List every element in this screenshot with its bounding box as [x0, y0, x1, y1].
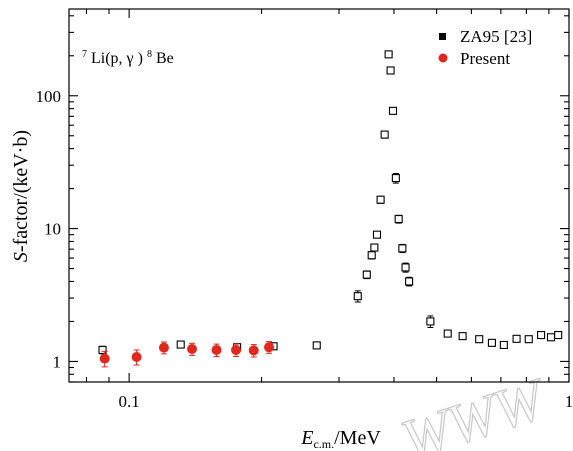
data-point [362, 270, 371, 279]
data-point [405, 277, 414, 286]
y-axis-label-rest: -factor/(keV·b) [10, 130, 32, 252]
data-point [312, 341, 321, 350]
data-point [426, 317, 435, 326]
data-point [384, 50, 393, 59]
legend-label-present: Present [460, 49, 510, 68]
data-point [370, 243, 379, 252]
data-point [546, 333, 556, 342]
data-point [98, 345, 107, 355]
reaction-annotation: 7 Li(p, γ ) 8 Be [82, 44, 174, 67]
y-tick-label: 100 [36, 87, 62, 106]
watermark: WWW [393, 364, 557, 451]
y-tick-label: 1 [53, 352, 62, 371]
data-point [176, 340, 185, 349]
data-point [458, 332, 467, 341]
data-point [475, 335, 484, 344]
annotation-close: ) [138, 50, 143, 67]
annotation-sup-7: 7 [82, 49, 87, 60]
data-point [401, 263, 410, 272]
data-point [499, 340, 508, 350]
data-point [391, 174, 400, 183]
data-point [443, 329, 452, 338]
legend-marker-present [438, 53, 448, 63]
data-point [398, 244, 407, 253]
data-point [231, 344, 242, 355]
legend: ZA95 [23] Present [438, 27, 532, 68]
legend-label-za95: ZA95 [23] [460, 27, 532, 46]
legend-marker-za95 [439, 33, 446, 40]
axis-ticks [69, 9, 570, 383]
data-point [380, 130, 389, 139]
data-point [487, 338, 496, 347]
y-tick-label: 10 [44, 220, 61, 239]
data-point [554, 330, 563, 340]
data-point [99, 353, 110, 364]
annotation-base: Li(p, [91, 50, 123, 67]
series-present [99, 341, 275, 368]
y-axis-label-italic: S [10, 252, 32, 262]
data-point [386, 66, 395, 75]
x-axis-label-unit: /MeV [334, 427, 381, 449]
data-point [187, 344, 198, 355]
data-point [372, 230, 382, 239]
y-axis-label: S-factor/(keV·b) [10, 130, 32, 262]
data-point [264, 342, 275, 353]
data-point [248, 345, 259, 356]
x-axis-label-main: E [300, 427, 313, 449]
data-series [98, 50, 563, 368]
data-point [367, 251, 376, 260]
data-point [388, 106, 398, 115]
data-point [512, 334, 521, 343]
series-za95 [98, 50, 563, 355]
data-point [376, 195, 385, 204]
annotation-gamma: γ [126, 50, 134, 67]
data-point [158, 342, 169, 353]
annotation-sup-8: 8 [147, 49, 152, 60]
x-tick-label: 1 [565, 392, 573, 411]
annotation-base2: Be [156, 50, 174, 67]
watermark-text: WWW [394, 365, 556, 451]
data-point [353, 292, 362, 301]
data-point [131, 351, 142, 362]
axis-tick-labels: 0.1 1 1 10 100 [36, 87, 573, 411]
data-point [211, 344, 222, 355]
data-point [524, 335, 533, 344]
data-point [394, 214, 403, 224]
plot-frame [68, 8, 570, 383]
data-point [537, 330, 546, 340]
x-axis-label: Ec.m./MeV [300, 427, 381, 451]
x-tick-label: 0.1 [118, 392, 139, 411]
x-axis-label-sub: c.m. [313, 437, 334, 451]
